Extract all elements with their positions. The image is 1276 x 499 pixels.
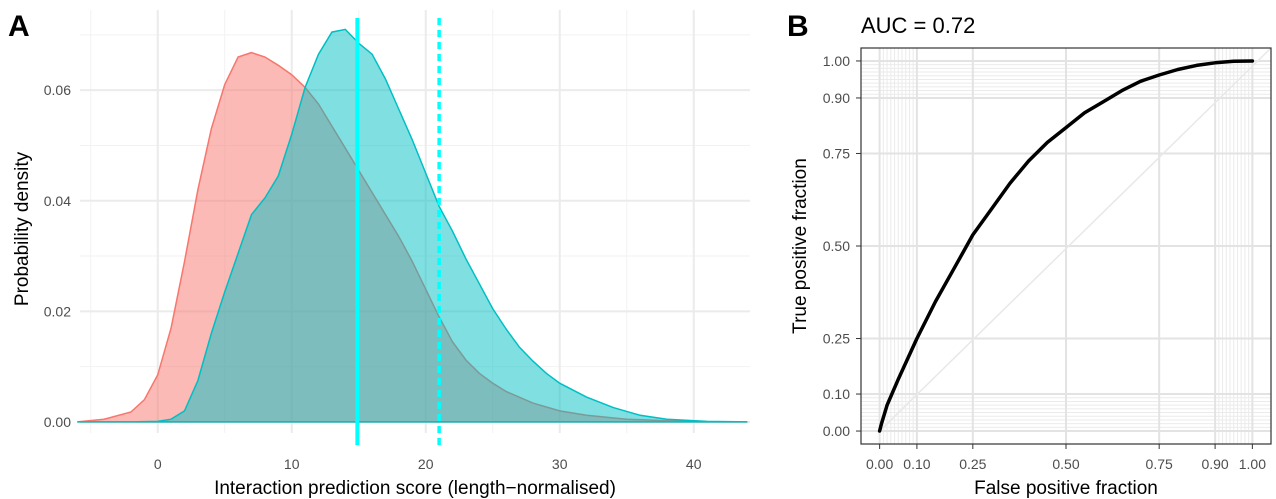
panel-b-roc-chart: 0.00 0.10 0.25 0.50 0.75 0.90 1.00 0.00 0.10 0.25… (787, 10, 1272, 499)
panel-a-y-tick-label: 0.02 (44, 303, 71, 319)
panel-a-x-tick-label: 10 (284, 456, 300, 472)
panel-a-x-tick-label: 40 (686, 456, 702, 472)
panel-a-label: A (8, 10, 30, 43)
panel-b-label: B (787, 10, 809, 43)
panel-b-y-tick-label: 0.50 (823, 238, 850, 254)
panel-b-x-tick-label: 0.25 (959, 456, 986, 472)
panel-a-x-tick-label: 20 (418, 456, 434, 472)
density-series-2 (77, 28, 748, 423)
panel-b-y-tick-label: 0.75 (823, 145, 850, 161)
panel-b-tick-labels: 0.00 0.10 0.25 0.50 0.75 0.90 1.00 0.00 0.10 0.25… (823, 53, 1266, 472)
panel-a-density-curves (77, 28, 748, 423)
panel-a-y-tick-label: 0.00 (44, 414, 71, 430)
panel-b-y-tick-label: 1.00 (823, 53, 850, 69)
panel-a-tick-labels: 0 10 20 30 40 0.00 0.02 0.04 0.06 (44, 82, 702, 472)
roc-curve-line (877, 59, 1255, 433)
panel-a-y-tick-label: 0.04 (44, 193, 71, 209)
panel-b-y-tick-label: 0.25 (823, 331, 850, 347)
panel-b-y-axis-label: True positive fraction (790, 158, 811, 334)
panel-b-border (860, 47, 1272, 445)
panel-a-x-tick-label: 0 (154, 456, 162, 472)
panel-b-x-tick-label: 0.10 (903, 456, 930, 472)
panel-a-y-tick-label: 0.06 (44, 82, 71, 98)
panel-b-x-tick-label: 0.00 (866, 456, 893, 472)
auc-annotation: AUC = 0.72 (861, 13, 975, 38)
panel-b-x-tick-label: 1.00 (1239, 456, 1266, 472)
chance-diagonal (879, 47, 1272, 432)
panel-a-x-tick-label: 30 (552, 456, 568, 472)
panel-b-x-axis-label: False positive fraction (974, 478, 1158, 499)
panel-b-y-tick-label: 0.00 (823, 423, 850, 439)
panel-a-threshold-lines (355, 18, 441, 445)
panel-b-x-tick-label: 0.50 (1052, 456, 1079, 472)
panel-b-gridlines (861, 47, 1272, 444)
panel-a-y-axis-label: Probability density (12, 151, 33, 306)
panel-b-x-tick-label: 0.90 (1201, 456, 1228, 472)
panel-b-y-tick-label: 0.90 (823, 90, 850, 106)
panel-b-x-tick-label: 0.75 (1146, 456, 1173, 472)
panel-a-x-axis-label: Interaction prediction score (length−nor… (214, 478, 616, 499)
panel-a-density-chart: 0 10 20 30 40 0.00 0.02 0.04 0.06 A Interaction … (8, 10, 750, 499)
panel-b-roc-curve (877, 59, 1255, 433)
panel-b-y-tick-label: 0.10 (823, 386, 850, 402)
